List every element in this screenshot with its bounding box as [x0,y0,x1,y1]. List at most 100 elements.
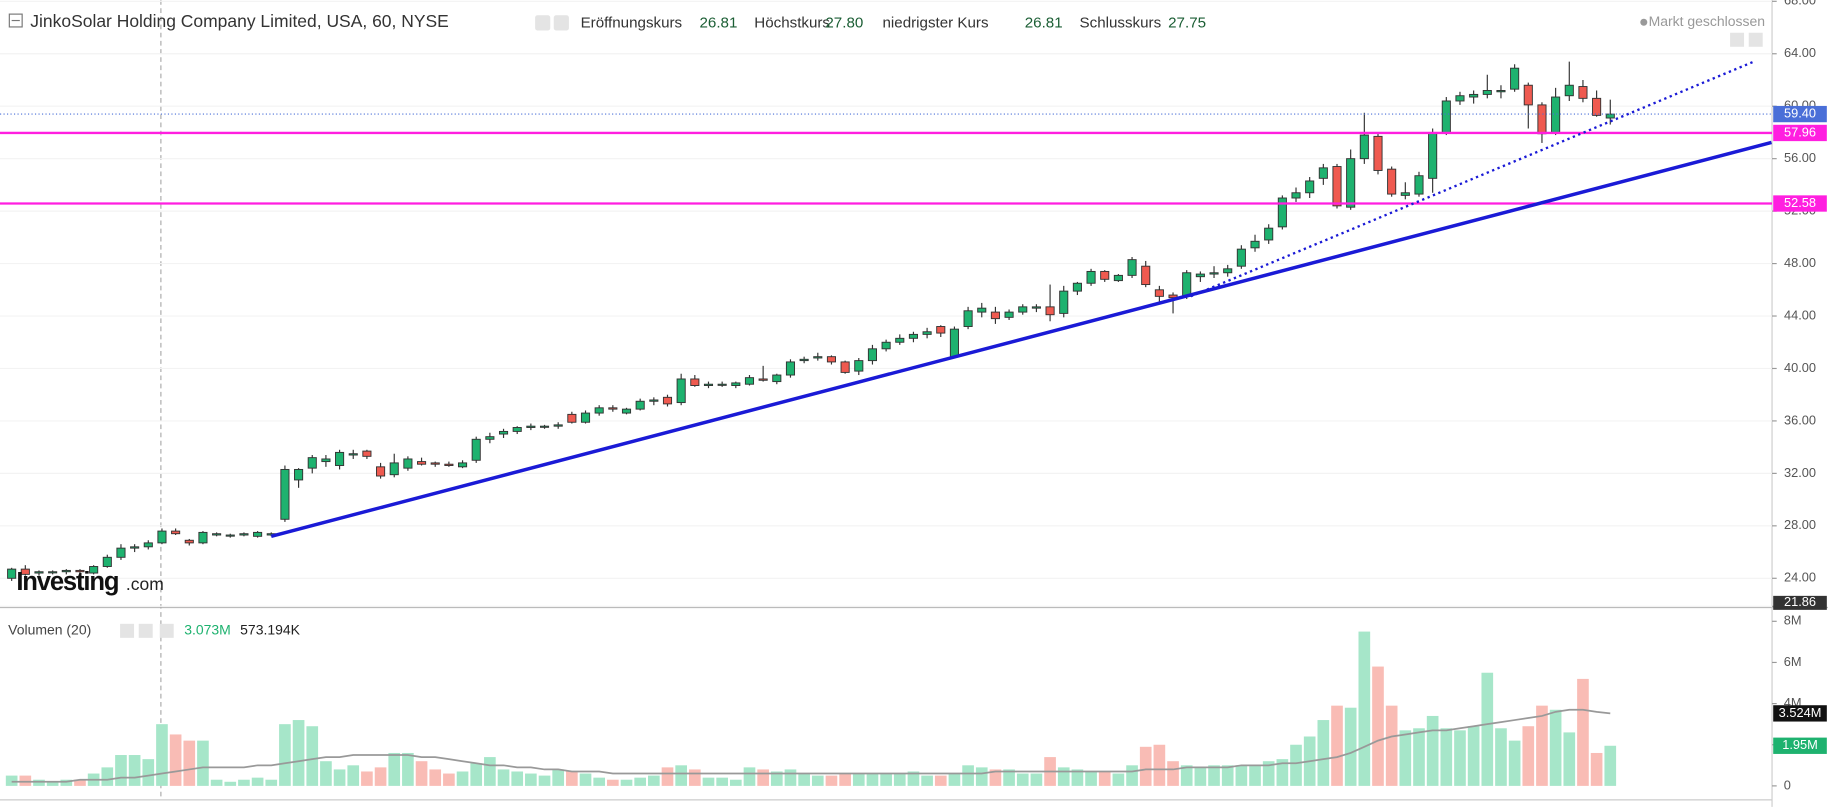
candle-body [567,413,577,423]
watermark-domain: .com [126,574,164,594]
volume-bar [770,771,783,786]
volume-bar [538,775,551,786]
candle-body [102,556,112,567]
volume-bar [443,773,455,786]
volume-bar [607,779,619,786]
candle-body [389,462,399,476]
volume-bar [757,769,769,786]
y-tick-label: 64.00 [1784,45,1816,60]
y-tick-label: 44.00 [1784,307,1816,322]
volume-bar [1098,771,1111,786]
volume-bar [320,761,332,786]
candle-body [963,310,973,327]
y-tick-label: 24.00 [1784,570,1816,585]
price-label-box [1773,124,1827,142]
volume-bar [374,767,387,786]
candle-body [854,360,864,372]
volume-bar [811,775,824,786]
price-label: 52.58 [1784,195,1816,210]
candle-body [1086,270,1096,284]
volume-bar [743,767,756,786]
candle-body [1469,93,1479,98]
candle-body [253,531,263,537]
volume-bar [1331,705,1343,786]
volume-bar [675,765,687,786]
candle-body [61,569,71,573]
volume-bar [948,773,961,786]
volume-bar [552,769,565,786]
candle-body [826,356,837,363]
candle-body [1168,294,1178,299]
volume-bar [5,775,18,786]
volume-bar [1440,728,1453,786]
candle-body [7,568,17,579]
settings-button[interactable] [138,623,153,638]
candle-body [1496,90,1506,93]
volume-bar [46,781,59,786]
volume-bar [1235,765,1248,786]
settings-button[interactable] [553,15,569,31]
volume-bar [975,767,988,786]
volume-bar [1590,752,1603,786]
collapse-icon[interactable] [8,13,23,28]
volume-bar [347,765,360,786]
candle-body [294,468,304,481]
candle-body [580,412,591,423]
candle-body [881,341,891,350]
volume-bar [1057,767,1070,786]
volume-bar [1385,705,1398,786]
y-tick-label: 21.86 [1784,594,1816,609]
price-panel [0,0,1773,607]
candle-body [1578,86,1588,99]
volume-bar [1454,730,1466,786]
candle-body [1195,273,1205,278]
volume-bar [716,777,728,786]
volume-bar [852,773,865,786]
volume-bar [1604,745,1617,786]
candle-body [936,326,946,334]
y-tick-label: 56.00 [1784,150,1816,165]
visibility-button[interactable] [535,15,551,31]
volume-bar [1194,767,1207,786]
candle-body [225,534,235,537]
candle-body [1018,306,1028,313]
volume-bar [238,779,250,786]
volume-bar [1358,631,1371,786]
candle-body [1482,90,1492,95]
y-tick-label: 28.00 [1784,517,1816,532]
volume-bar [1577,678,1589,786]
scroll-button[interactable] [1730,32,1745,47]
volume-bar [361,771,373,786]
scroll-button[interactable] [1748,32,1763,47]
candle-body [662,396,673,405]
candle-body [498,430,509,435]
volume-bar [1016,773,1029,786]
candle-body [635,400,645,410]
candle-body [1537,104,1547,135]
candle-body [526,425,536,428]
volume-bar [907,771,920,786]
ohlc-legend-value: 27.75 [1168,14,1206,31]
ohlc-legend-label: Eröffnungskurs [581,14,683,31]
candle-body [512,427,522,432]
volume-bar [702,777,715,786]
candle-body [1305,180,1315,194]
volume-bar [484,757,496,786]
volume-bar [1399,730,1412,786]
ohlc-legend-label: Höchstkurs [754,14,830,31]
candle-body [417,461,427,465]
candle-body [75,569,85,573]
candle-body [649,399,659,402]
candle-body [1154,289,1164,297]
volume-bar [74,779,86,786]
volume-bar [1290,744,1302,786]
volume-bar [511,771,524,786]
volume-bar [1139,746,1152,786]
ohlc-legend-value: 26.81 [1025,14,1063,31]
candle-body [1455,95,1465,102]
visibility-button[interactable] [120,623,135,638]
remove-button[interactable] [159,623,174,638]
ohlc-legend-value: 26.81 [699,14,737,31]
volume-bar [1522,726,1535,786]
candle-body [143,542,153,548]
